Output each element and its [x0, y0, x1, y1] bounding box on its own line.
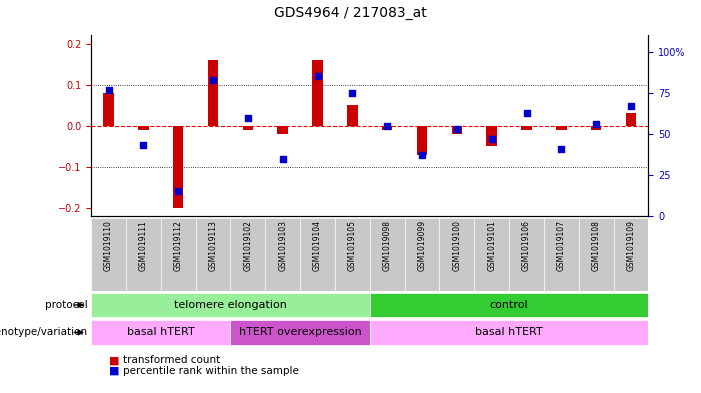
Bar	[370, 293, 648, 317]
Point	[312, 73, 323, 80]
Text: GSM1019104: GSM1019104	[313, 220, 322, 271]
Bar	[313, 60, 322, 126]
Text: GSM1019099: GSM1019099	[418, 220, 426, 272]
Bar	[370, 320, 648, 345]
Text: GDS4964 / 217083_at: GDS4964 / 217083_at	[274, 6, 427, 20]
Text: hTERT overexpression: hTERT overexpression	[239, 327, 362, 338]
Text: GSM1019102: GSM1019102	[243, 220, 252, 271]
Text: basal hTERT: basal hTERT	[127, 327, 195, 338]
Bar	[475, 218, 509, 291]
Bar	[579, 218, 613, 291]
Bar	[556, 126, 566, 130]
Bar	[451, 126, 462, 134]
Text: GSM1019107: GSM1019107	[557, 220, 566, 271]
Point	[172, 188, 184, 195]
Text: percentile rank within the sample: percentile rank within the sample	[123, 365, 299, 376]
Bar	[613, 218, 648, 291]
Bar	[91, 320, 231, 345]
Text: GSM1019106: GSM1019106	[522, 220, 531, 271]
Text: GSM1019112: GSM1019112	[174, 220, 183, 271]
Text: GSM1019100: GSM1019100	[452, 220, 461, 271]
Point	[277, 156, 288, 162]
Bar	[173, 126, 184, 208]
Point	[207, 77, 219, 83]
Bar	[231, 320, 370, 345]
Bar	[103, 93, 114, 126]
Bar	[335, 218, 370, 291]
Text: GSM1019105: GSM1019105	[348, 220, 357, 271]
Text: control: control	[490, 300, 529, 310]
Bar	[626, 114, 637, 126]
Bar	[126, 218, 161, 291]
Point	[451, 126, 463, 132]
Bar	[138, 126, 149, 130]
Bar	[440, 218, 475, 291]
Point	[138, 142, 149, 149]
Text: protocol: protocol	[45, 300, 88, 310]
Text: GSM1019098: GSM1019098	[383, 220, 392, 271]
Text: telomere elongation: telomere elongation	[174, 300, 287, 310]
Point	[381, 123, 393, 129]
Point	[103, 86, 114, 93]
Point	[347, 90, 358, 96]
Bar	[300, 218, 335, 291]
Point	[243, 114, 254, 121]
Bar	[509, 218, 544, 291]
Bar	[370, 218, 404, 291]
Point	[486, 136, 497, 142]
Text: GSM1019110: GSM1019110	[104, 220, 113, 271]
Bar	[486, 126, 497, 146]
Point	[416, 152, 428, 158]
Text: ■: ■	[109, 365, 119, 376]
Bar	[231, 218, 265, 291]
Text: GSM1019101: GSM1019101	[487, 220, 496, 271]
Point	[625, 103, 637, 109]
Text: GSM1019111: GSM1019111	[139, 220, 148, 271]
Bar	[91, 293, 370, 317]
Text: GSM1019108: GSM1019108	[592, 220, 601, 271]
Bar	[207, 60, 218, 126]
Text: GSM1019103: GSM1019103	[278, 220, 287, 271]
Bar	[347, 105, 358, 126]
Bar	[161, 218, 196, 291]
Bar	[522, 126, 532, 130]
Bar	[404, 218, 440, 291]
Text: transformed count: transformed count	[123, 355, 220, 365]
Text: ■: ■	[109, 355, 119, 365]
Text: genotype/variation: genotype/variation	[0, 327, 88, 338]
Bar	[417, 126, 427, 154]
Point	[556, 146, 567, 152]
Point	[521, 110, 532, 116]
Text: GSM1019113: GSM1019113	[208, 220, 217, 271]
Point	[590, 121, 601, 127]
Text: basal hTERT: basal hTERT	[475, 327, 543, 338]
Text: GSM1019109: GSM1019109	[627, 220, 636, 271]
Bar	[243, 126, 253, 130]
Bar	[278, 126, 288, 134]
Bar	[591, 126, 601, 130]
Bar	[265, 218, 300, 291]
Bar	[544, 218, 579, 291]
Bar	[382, 126, 393, 130]
Bar	[196, 218, 231, 291]
Bar	[91, 218, 126, 291]
